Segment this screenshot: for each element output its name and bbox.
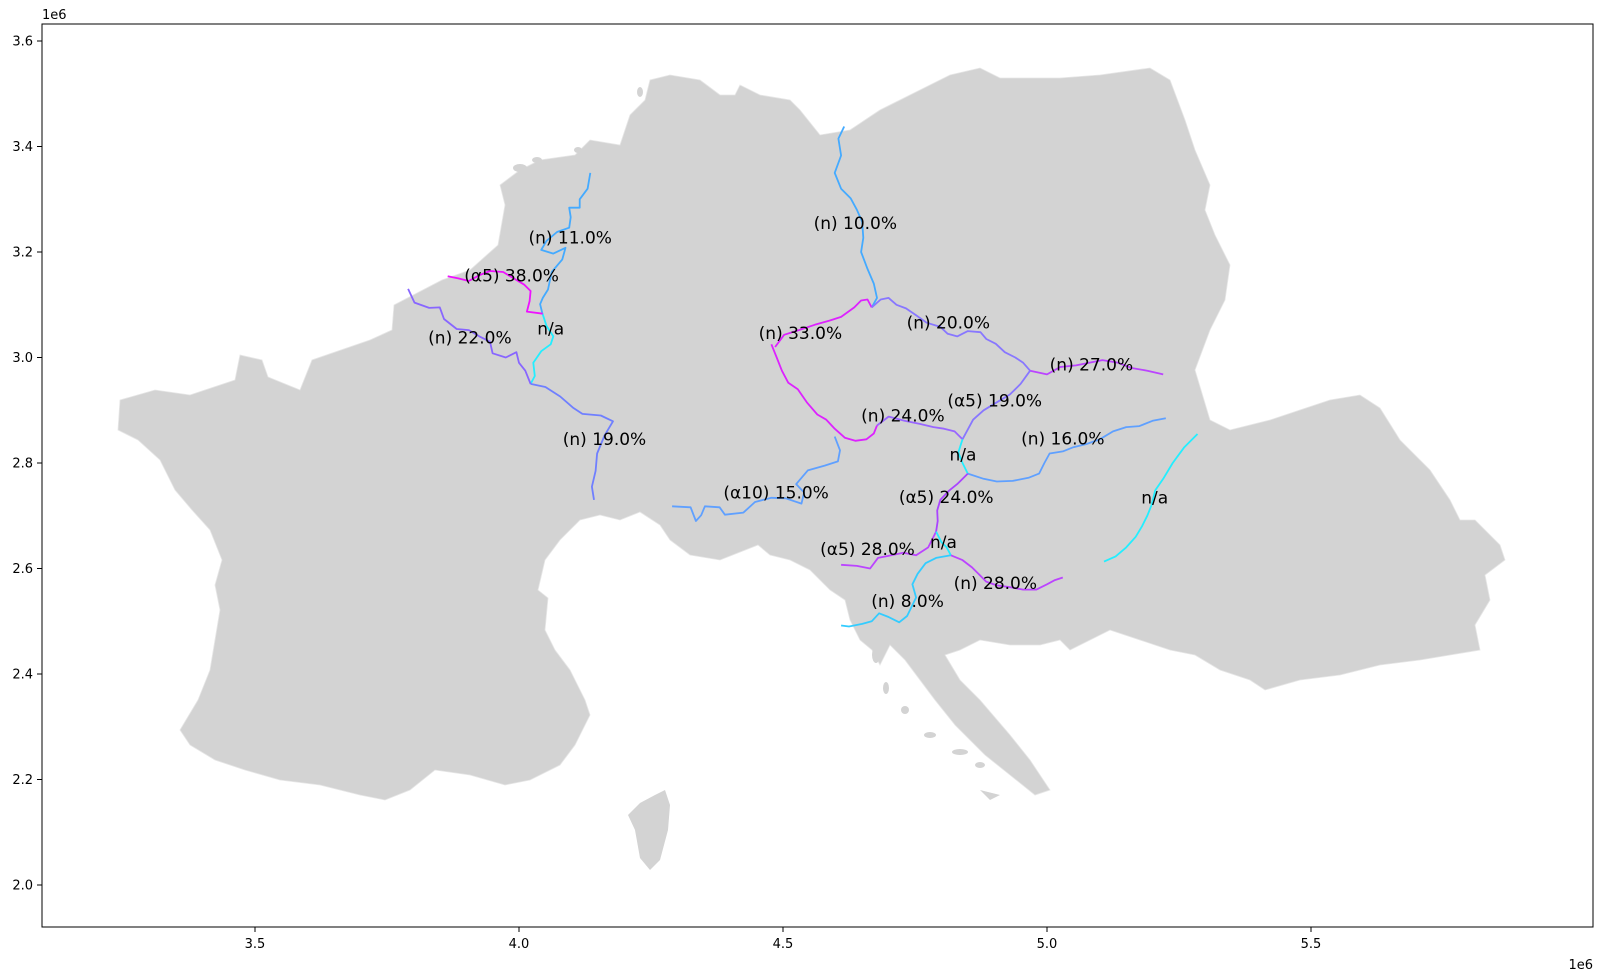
border-label: (α5) 28.0% [820,540,915,560]
x-tick-label: 5.5 [1301,937,1322,952]
border-label: (n) 22.0% [428,328,511,348]
border-label: (n) 33.0% [759,324,842,344]
border-label: n/a [930,533,957,553]
border-label: (α5) 19.0% [947,392,1042,412]
axes-frame [41,23,1594,928]
border-label: n/a [537,319,564,339]
border-label: (α10) 15.0% [723,483,829,503]
border-line-sk-hu [967,417,1166,483]
border-label: (n) 27.0% [1050,356,1133,376]
border-line-nl-de [539,172,592,313]
border-line-at-sk [957,439,969,475]
border-line-si-hr [950,554,1064,591]
border-line-fr-de [530,383,614,501]
y-offset-label: 1e6 [42,8,67,23]
border-label: (n) 11.0% [528,229,611,249]
mainland-europe [117,67,1506,801]
y-axis-ticks: 2.0 2.2 2.4 2.6 2.8 3.0 3.2 3.4 3.6 [12,35,42,894]
y-tick-label: 2.0 [12,879,33,894]
border-label: (n) 24.0% [861,406,944,426]
border-line-de-pl [833,126,878,308]
border-line-sk-pl [1029,359,1164,376]
x-tick-label: 4.5 [773,937,794,952]
y-tick-label: 3.2 [12,246,33,261]
x-tick-label: 4.0 [509,937,530,952]
border-line-cz-at [876,415,964,440]
border-label: (n) 28.0% [954,574,1037,594]
x-axis-ticks: 3.5 4.0 4.5 5.0 5.5 [245,927,1322,952]
x-tick-label: 3.5 [245,937,266,952]
y-tick-label: 2.2 [12,773,33,788]
y-tick-label: 2.8 [12,457,33,472]
border-line-it-si [840,554,952,628]
land-masses [117,67,1506,870]
y-tick-label: 2.4 [12,668,33,683]
y-tick-label: 3.6 [12,35,33,50]
x-tick-label: 5.0 [1037,937,1058,952]
border-line-cz-sk [961,370,1031,440]
border-label: (α5) 24.0% [899,488,994,508]
y-tick-label: 3.0 [12,351,33,366]
border-line-cz-pl [871,296,1031,372]
border-label: (n) 20.0% [907,314,990,334]
border-label: n/a [1141,489,1168,509]
border-label: n/a [950,445,977,465]
border-label: (n) 19.0% [563,430,646,450]
border-line-de-cz [770,343,878,442]
border-lines [407,126,1199,628]
border-label: (n) 8.0% [871,592,944,612]
border-label: (n) 16.0% [1021,430,1104,450]
border-line-at-si [841,531,937,570]
border-label: (α5) 38.0% [464,267,559,287]
y-tick-label: 3.4 [12,140,33,155]
border-line-fr-be [407,288,532,385]
x-offset-label: 1e6 [1568,958,1593,973]
y-tick-label: 2.6 [12,562,33,577]
border-line-be-nl [447,270,543,315]
border-line-hu-ro [1103,433,1199,563]
corsica [628,790,670,870]
border-label: (n) 10.0% [814,214,897,234]
border-line-cz-pl-top [774,298,873,348]
border-line-si-hu [935,531,952,556]
sicily [980,790,1000,800]
border-line-ch-it-at [672,436,841,522]
border-line-at-hu [935,472,969,532]
small-islands [221,87,985,768]
border-line-be-lu-de [529,312,555,385]
border-labels: (n) 11.0% (n) 10.0% (α5) 38.0% n/a (n) 22.0%… [428,214,1168,612]
